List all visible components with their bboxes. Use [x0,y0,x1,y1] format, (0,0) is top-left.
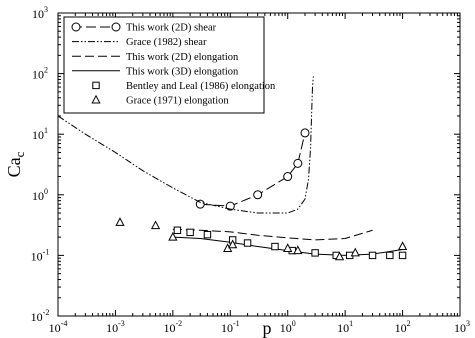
data-point [398,251,407,260]
x-tick-label: 102 [395,319,411,335]
legend: This work (2D) shear Grace (1982) shear Th… [63,16,276,114]
y-tick-label: 10-1 [31,247,50,263]
series-5 [115,217,408,261]
legend-swatch-marker [91,94,101,104]
data-point [168,231,178,241]
data-point [228,239,238,249]
data-point [203,230,212,239]
legend-swatch-marker [92,81,100,90]
legend-label: Bentley and Leal (1986) elongation [126,81,276,92]
y-tick-label: 101 [32,126,48,142]
plot-frame [57,12,461,317]
data-point [225,201,235,211]
data-point [186,228,194,237]
data-point [397,241,408,251]
x-tick-label: 101 [337,319,353,335]
series-1 [57,76,314,214]
series-line [172,228,373,241]
x-tick-label: 10-2 [164,319,183,335]
legend-item: Grace (1982) shear [72,37,207,48]
y-axis-label-main: Ca [4,157,24,177]
x-tick-label: 100 [280,319,296,335]
data-point [334,251,345,261]
data-point [253,190,263,200]
series-line [200,132,306,207]
legend-label: Grace (1971) elongation [126,96,229,107]
series-4 [173,226,407,260]
data-point [386,251,394,260]
series-0 [195,128,310,211]
data-point [173,226,182,234]
legend-item: Bentley and Leal (1986) elongation [92,81,276,92]
data-point [283,243,293,252]
x-tick-label: 10-3 [106,319,125,335]
y-tick-label: 10-2 [31,308,50,324]
y-tick-label: 102 [32,66,48,82]
y-axis-label-sub: c [12,151,27,157]
data-point [300,128,310,138]
tick-labels: 10-4 10-3 10-2 10-1 100 101 102 103 10-2 10-1 100 1… [31,5,470,335]
y-axis-label: Cac [4,151,27,177]
data-point [283,172,293,182]
y-tick-label: 100 [32,187,48,203]
x-tick-label: 103 [454,319,470,335]
x-tick-label: 10-1 [221,319,240,335]
data-point [271,242,279,251]
data-point [243,239,252,247]
data-point [311,249,319,257]
data-point [293,158,303,168]
data-point [150,220,161,230]
legend-item: This work (3D) elongation [72,66,239,77]
data-point [368,251,377,260]
series-2 [172,228,373,241]
plot-series [57,76,408,261]
legend-label: Grace (1982) shear [126,37,207,48]
x-tick-label: 10-4 [49,319,68,335]
legend-item: Grace (1971) elongation [91,94,229,107]
data-point [350,247,360,257]
legend-item: This work (2D) elongation [72,52,239,63]
legend-label: This work (2D) elongation [126,52,239,63]
legend-swatch-marker [111,22,121,32]
data-point [293,245,303,255]
legend-swatch-marker [71,22,81,32]
legend-box [63,16,265,114]
y-tick-label: 103 [32,5,48,21]
x-axis-label: p [263,318,272,338]
data-point [115,217,125,226]
data-point [195,199,205,209]
legend-label: This work (2D) shear [126,23,217,34]
legend-label: This work (3D) elongation [126,66,239,77]
series-line [57,76,314,214]
legend-item: This work (2D) shear [71,22,217,34]
